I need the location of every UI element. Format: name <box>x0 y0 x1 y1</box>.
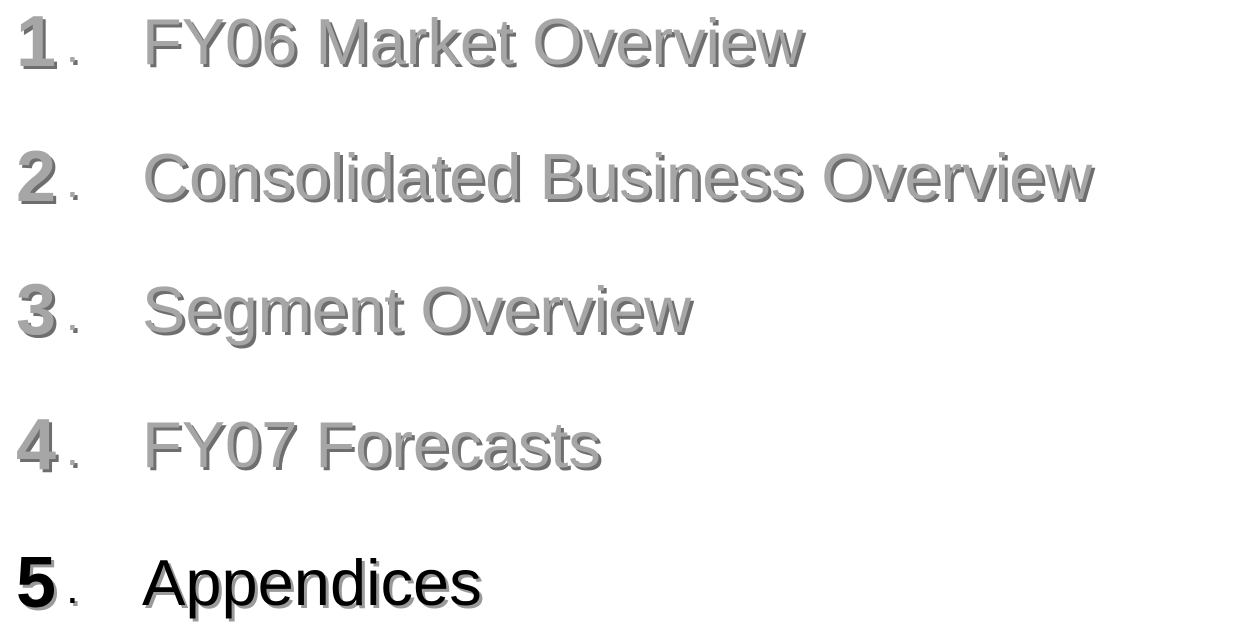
item-number: 5 <box>16 543 57 623</box>
agenda-item: 1. FY06 Market Overview <box>0 0 1239 92</box>
item-number: 1 <box>16 2 57 82</box>
agenda-item: 4. FY07 Forecasts <box>0 395 1239 495</box>
item-title: FY06 Market Overview <box>142 5 804 78</box>
agenda-slide: 1. FY06 Market Overview 2. Consolidated Bus… <box>0 0 1239 623</box>
item-separator: . <box>66 561 79 613</box>
item-separator: . <box>66 20 79 72</box>
agenda-item: 2. Consolidated Business Overview <box>0 127 1239 227</box>
item-title: Appendices <box>142 546 482 619</box>
item-number: 2 <box>16 137 57 217</box>
item-title: Consolidated Business Overview <box>142 140 1093 213</box>
item-title: FY07 Forecasts <box>142 408 601 481</box>
agenda-item: 5. Appendices <box>0 533 1239 633</box>
item-number: 3 <box>16 270 57 350</box>
item-separator: . <box>66 423 79 475</box>
agenda-item: 3. Segment Overview <box>0 260 1239 360</box>
item-title: Segment Overview <box>142 273 692 346</box>
item-separator: . <box>66 155 79 207</box>
item-separator: . <box>66 288 79 340</box>
item-number: 4 <box>16 405 57 485</box>
